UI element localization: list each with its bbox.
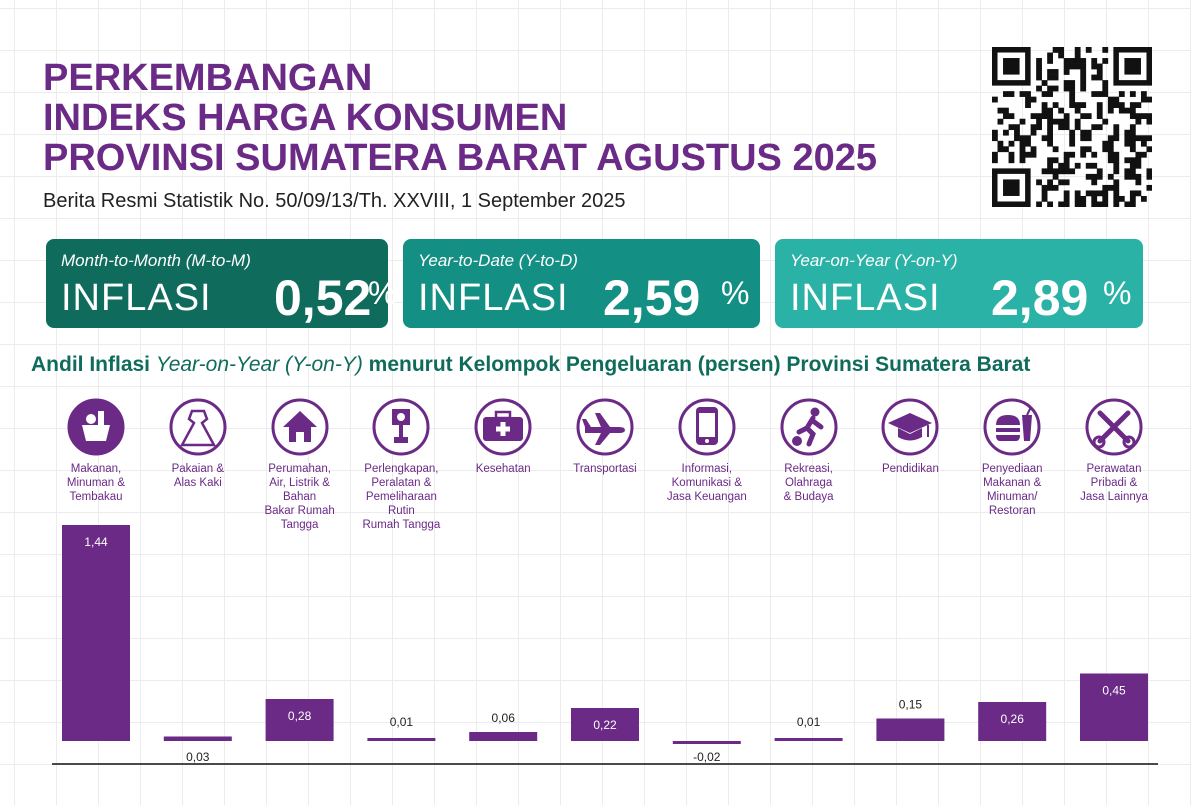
card-unit: % [1103,275,1132,311]
dress-icon [169,398,227,456]
bar [265,699,334,741]
data-label: -0,02 [693,750,721,764]
card-word: INFLASI [790,277,941,319]
category-group: Rekreasi, Olahraga & Budaya [757,397,861,504]
card-value: 2,59 [603,270,701,326]
fast-food-icon [983,398,1041,456]
card-value: 0,52 [274,270,372,326]
category-label: Penyediaan Makanan & Minuman/Restoran [981,463,1043,517]
category-group: Makanan, Minuman & Tembakau [44,397,148,504]
chart-title: Andil Inflasi Year-on-Year (Y-on-Y) menu… [31,353,1030,377]
data-label: 0,03 [186,750,210,764]
chart-title-part-2: Year-on-Year (Y-on-Y) [155,353,363,376]
category-label: Transportasi [573,463,637,475]
card-unit: % [721,275,750,311]
bar [571,708,639,741]
title-line-3: PROVINSI SUMATERA BARAT AGUSTUS 2025 [43,137,877,179]
category-icons-row: Makanan, Minuman & Tembakau Pakaian & Alas K… [0,397,1191,537]
category-group: Informasi, Komunikasi & Jasa Keuangan [655,397,759,504]
food-basket-icon [67,398,125,456]
category-group: Transportasi [553,397,657,476]
scissors-comb-icon [1085,398,1143,456]
card-value: 2,89 [991,270,1089,326]
card-mtm: Month-to-Month (M-to-M) INFLASI 0,52 % [46,239,396,328]
release-subtitle: Berita Resmi Statistik No. 50/09/13/Th. … [43,190,626,212]
category-group: Penyediaan Makanan & Minuman/Restoran [960,397,1064,518]
data-label: 1,44 [84,535,108,549]
house-icon [271,398,329,456]
bar [876,718,945,741]
category-group: Pendidikan [858,397,962,476]
bar [469,732,538,741]
category-group: Perumahan, Air, Listrik & Bahan Bakar Rumah… [248,397,352,532]
category-group: Pakaian & Alas Kaki [146,397,250,490]
title-line-2: INDEKS HARGA KONSUMEN [43,97,568,139]
card-label: Year-to-Date (Y-to-D) [418,251,578,270]
data-label: 0,01 [390,715,414,729]
chart-title-part-1: Andil Inflasi [31,353,156,376]
title-line-1: PERKEMBANGAN [43,57,373,99]
airplane-icon [576,398,634,456]
category-group: Kesehatan [451,397,555,476]
card-unit: % [368,275,397,311]
card-word: INFLASI [61,277,212,319]
category-label: Perawatan Pribadi & Jasa Lainnya [1080,463,1148,503]
smartphone-icon [678,398,736,456]
category-label: Pendidikan [881,463,939,475]
data-label: 0,28 [288,709,312,723]
card-word: INFLASI [418,277,569,319]
data-label: 0,22 [593,718,617,732]
category-label: Informasi, Komunikasi & Jasa Keuangan [666,463,747,503]
data-label: 0,26 [1001,712,1025,726]
data-label: 0,15 [899,698,923,712]
category-group: Perawatan Pribadi & Jasa Lainnya [1062,397,1166,504]
qr-code-icon [992,47,1152,207]
medical-kit-icon [474,398,532,456]
bar [62,525,130,741]
sport-player-icon [780,398,838,456]
bar [774,738,843,741]
card-label: Month-to-Month (M-to-M) [61,251,251,270]
bar [978,702,1047,741]
card-ytd: Year-to-Date (Y-to-D) INFLASI 2,59 % [403,239,760,328]
bar [672,741,741,744]
bar [1080,673,1148,741]
category-label: Pakaian & Alas Kaki [171,463,225,489]
category-label: Makanan, Minuman & Tembakau [66,463,126,503]
category-label: Rekreasi, Olahraga & Budaya [783,463,834,503]
card-yoy: Year-on-Year (Y-on-Y) INFLASI 2,89 % [775,239,1143,328]
page-title: PERKEMBANGAN INDEKS HARGA KONSUMEN PROVI… [43,58,877,178]
data-label: 0,01 [797,715,821,729]
data-label: 0,45 [1102,684,1126,698]
card-label: Year-on-Year (Y-on-Y) [790,251,958,270]
graduation-cap-icon [881,398,939,456]
data-label: 0,06 [492,711,516,725]
plug-icon [372,398,430,456]
category-group: Perlengkapan, Peralatan & Pemeliharaan Ruti… [349,397,453,532]
bar [163,736,232,741]
category-label: Kesehatan [475,463,531,475]
category-label: Perlengkapan, Peralatan & Pemeliharaan Ruti… [362,463,441,531]
chart-title-part-3: menurut Kelompok Pengeluaran (persen) Pr… [362,353,1031,376]
bar [367,738,436,741]
category-label: Perumahan, Air, Listrik & Bahan Bakar Rumah… [264,463,335,531]
